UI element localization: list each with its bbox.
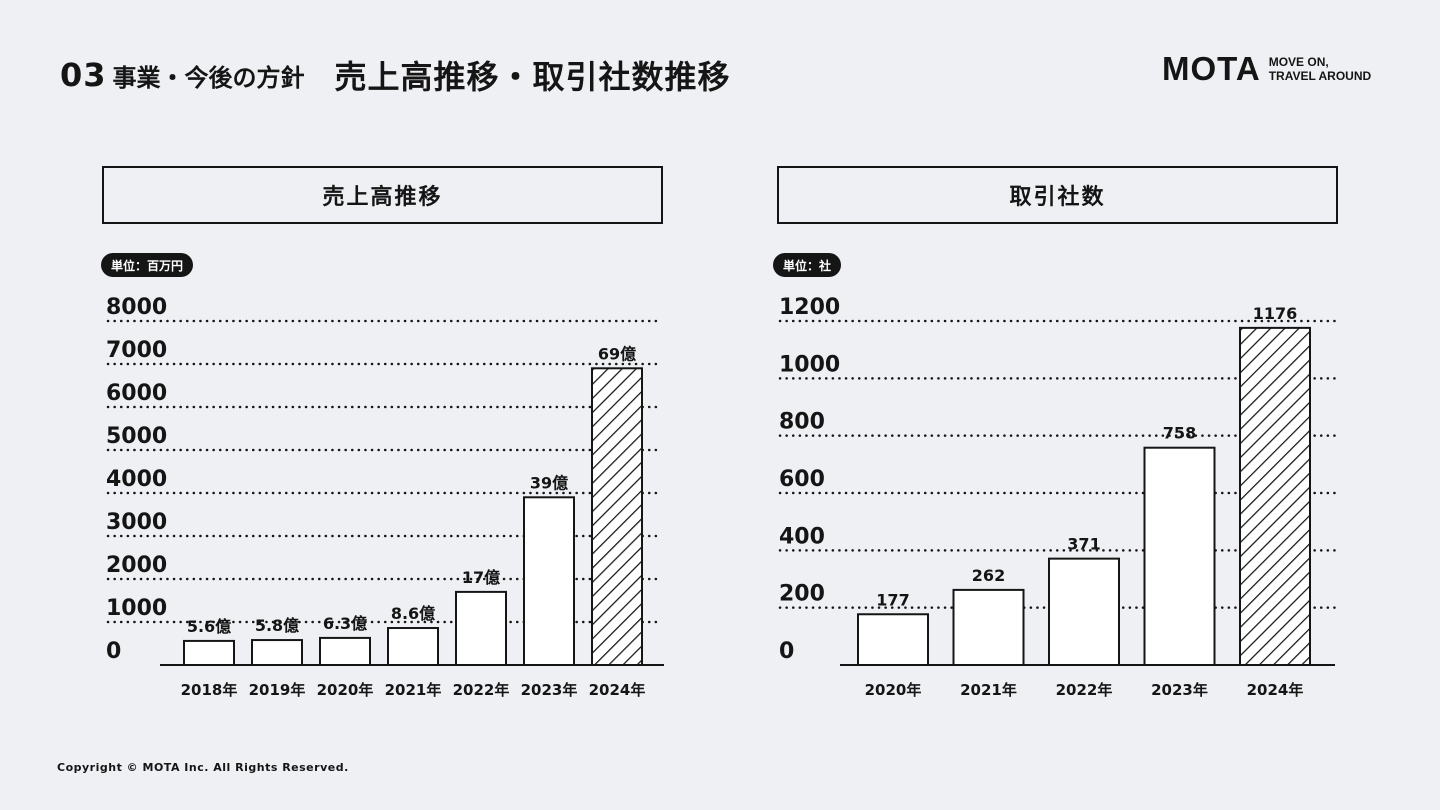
x-tick-label: 2024年 <box>589 681 646 699</box>
y-tick-label: 1200 <box>779 295 840 320</box>
data-label: 1176 <box>1253 304 1298 323</box>
y-tick-label: 600 <box>779 467 825 492</box>
data-label: 177 <box>876 590 909 609</box>
data-label: 5.8億 <box>255 616 299 635</box>
page-title: 売上高推移・取引社数推移 <box>334 58 731 96</box>
y-tick-label: 0 <box>106 639 121 664</box>
logo-mark: MOTA <box>1162 50 1261 87</box>
bar-highlight <box>1239 326 1311 666</box>
y-tick-label: 2000 <box>106 553 167 578</box>
bar-highlight <box>591 367 643 666</box>
bar <box>251 639 303 666</box>
bar <box>319 636 371 666</box>
data-label: 8.6億 <box>391 604 435 623</box>
x-tick-label: 2021年 <box>960 681 1017 699</box>
bar <box>1143 446 1216 666</box>
y-tick-label: 8000 <box>106 295 167 320</box>
data-label: 758 <box>1163 424 1196 443</box>
y-tick-label: 800 <box>779 410 825 435</box>
data-label: 371 <box>1067 535 1100 554</box>
bar <box>1048 557 1120 666</box>
bar <box>523 496 575 666</box>
x-tick-label: 2020年 <box>317 681 374 699</box>
sales-unit-badge: 単位：百万円 <box>101 253 194 277</box>
x-tick-label: 2022年 <box>1056 681 1113 699</box>
data-label: 69億 <box>598 344 636 363</box>
data-label: 17億 <box>462 568 500 587</box>
y-tick-label: 6000 <box>106 381 167 406</box>
x-tick-label: 2020年 <box>865 681 922 699</box>
y-tick-label: 1000 <box>779 352 840 377</box>
logo-tagline: MOVE ON, TRAVEL AROUND <box>1269 55 1379 83</box>
mota-logo: MOTA MOVE ON, TRAVEL AROUND <box>1162 50 1379 88</box>
data-label: 262 <box>972 566 1005 585</box>
y-tick-label: 7000 <box>106 338 167 363</box>
y-tick-label: 400 <box>779 524 825 549</box>
page-header: 03 事業・今後の方針 売上高推移・取引社数推移 <box>60 52 731 98</box>
data-label: 6.3億 <box>323 614 367 633</box>
sales-chart-title: 売上高推移 <box>102 166 663 224</box>
y-tick-label: 1000 <box>106 596 167 621</box>
clients-chart-title: 取引社数 <box>777 166 1338 224</box>
y-tick-label: 4000 <box>106 467 167 492</box>
logo-tagline-line1: MOVE ON, <box>1268 55 1329 69</box>
x-tick-label: 2024年 <box>1247 681 1304 699</box>
bar <box>857 613 929 667</box>
y-tick-label: 0 <box>779 639 794 664</box>
x-tick-label: 2022年 <box>453 681 510 699</box>
section-number: 03 <box>60 56 107 94</box>
clients-unit-badge: 単位：社 <box>773 253 842 277</box>
y-tick-label: 5000 <box>106 424 167 449</box>
bar <box>387 627 439 667</box>
x-tick-label: 2018年 <box>181 681 238 699</box>
x-tick-label: 2023年 <box>1151 681 1208 699</box>
x-tick-label: 2019年 <box>249 681 306 699</box>
data-label: 5.6億 <box>187 617 231 636</box>
y-tick-label: 3000 <box>106 510 167 535</box>
bar <box>455 590 507 667</box>
bar <box>183 639 235 666</box>
x-tick-label: 2021年 <box>385 681 442 699</box>
data-label: 39億 <box>530 473 568 492</box>
copyright-text: Copyright © MOTA Inc. All Rights Reserve… <box>57 761 349 774</box>
y-tick-label: 200 <box>779 582 825 607</box>
section-name: 事業・今後の方針 <box>112 63 305 92</box>
x-tick-label: 2023年 <box>521 681 578 699</box>
bar <box>952 588 1025 666</box>
logo-tagline-line2: TRAVEL AROUND <box>1268 69 1372 83</box>
